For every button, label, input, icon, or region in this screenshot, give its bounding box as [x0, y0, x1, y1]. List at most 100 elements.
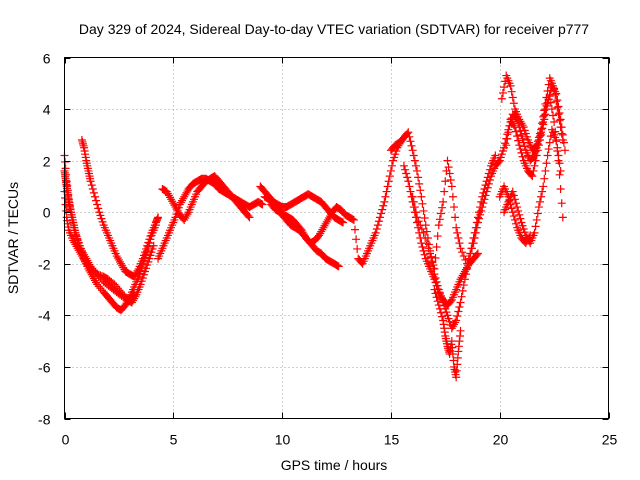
- data-point: [532, 215, 541, 224]
- data-point: [506, 200, 515, 209]
- data-point: [555, 116, 564, 125]
- data-point: [440, 187, 449, 196]
- data-point: [517, 130, 526, 139]
- data-point: [87, 181, 96, 190]
- data-point: [432, 293, 441, 302]
- data-point: [503, 134, 512, 143]
- data-point: [551, 90, 560, 99]
- data-point: [130, 290, 139, 299]
- data-point: [436, 209, 445, 218]
- data-point: [513, 203, 522, 212]
- data-point: [382, 187, 391, 196]
- y-tick-label: -6: [38, 360, 51, 376]
- x-tick-labels: 0 5 10 15 20 25: [62, 432, 618, 448]
- data-point: [373, 221, 382, 230]
- data-point: [380, 197, 389, 206]
- plot-frame: [64, 57, 609, 419]
- y-tick-label: 2: [43, 154, 51, 170]
- data-point: [416, 221, 425, 230]
- data-point: [435, 215, 444, 224]
- data-point: [446, 175, 455, 184]
- x-tick-label: 0: [62, 432, 70, 448]
- data-point: [530, 228, 539, 237]
- data-point: [531, 222, 540, 231]
- data-point: [453, 312, 462, 321]
- data-point: [520, 142, 529, 151]
- data-point: [406, 137, 415, 146]
- data-point: [530, 161, 539, 170]
- data-point: [459, 252, 468, 261]
- data-point: [348, 215, 357, 224]
- data-point: [469, 239, 478, 248]
- data-point: [560, 146, 569, 155]
- data-point: [534, 141, 543, 150]
- data-point: [529, 166, 538, 175]
- data-point: [504, 128, 513, 137]
- data-point: [154, 213, 163, 222]
- data-point: [542, 159, 551, 168]
- data-point: [384, 177, 393, 186]
- data-point: [386, 166, 395, 175]
- data-point: [535, 197, 544, 206]
- data-point: [337, 217, 346, 226]
- data-point: [420, 214, 429, 223]
- data-point: [517, 148, 526, 157]
- data-point: [466, 249, 475, 258]
- data-point: [554, 156, 563, 165]
- data-point: [415, 179, 424, 188]
- data-point: [93, 200, 102, 209]
- data-point: [457, 292, 466, 301]
- data-point: [436, 308, 445, 317]
- data-point: [353, 244, 362, 253]
- data-point: [438, 203, 447, 212]
- y-tick-label: 6: [43, 51, 51, 67]
- data-point: [374, 217, 383, 226]
- data-point: [516, 214, 525, 223]
- data-point: [403, 173, 412, 182]
- data-point: [183, 210, 192, 219]
- y-tick-label: -2: [38, 257, 51, 273]
- data-point: [471, 228, 480, 237]
- data-point: [545, 138, 554, 147]
- data-point: [498, 88, 507, 97]
- y-tick-label: 4: [43, 102, 51, 118]
- data-point: [538, 124, 547, 133]
- data-point: [485, 175, 494, 184]
- data-point: [544, 145, 553, 154]
- data-point: [556, 185, 565, 194]
- data-point: [430, 264, 439, 273]
- data-point: [455, 239, 464, 248]
- data-point: [476, 210, 485, 219]
- data-point: [420, 250, 429, 259]
- data-point: [473, 249, 482, 258]
- y-tick-label: 0: [43, 205, 51, 221]
- data-point: [372, 224, 381, 233]
- data-point: [94, 204, 103, 213]
- data-point: [551, 127, 560, 136]
- data-point: [419, 228, 428, 237]
- data-point: [417, 224, 426, 233]
- data-point: [506, 81, 515, 90]
- data-point: [477, 206, 486, 215]
- data-point: [538, 187, 547, 196]
- data-point: [433, 297, 442, 306]
- data-point: [549, 111, 558, 120]
- data-point: [518, 121, 527, 130]
- data-point: [133, 266, 142, 275]
- data-point: [453, 228, 462, 237]
- data-point: [546, 98, 555, 107]
- data-point: [454, 307, 463, 316]
- data-point: [528, 172, 537, 181]
- data-point: [352, 235, 361, 244]
- data-point: [508, 208, 517, 217]
- data-point: [90, 192, 99, 201]
- data-point: [438, 312, 447, 321]
- data-point: [459, 281, 468, 290]
- data-point: [484, 179, 493, 188]
- data-point: [435, 304, 444, 313]
- data-point: [409, 197, 418, 206]
- data-point: [410, 156, 419, 165]
- data-point: [513, 132, 522, 141]
- data-point: [473, 218, 482, 227]
- data-point: [448, 192, 457, 201]
